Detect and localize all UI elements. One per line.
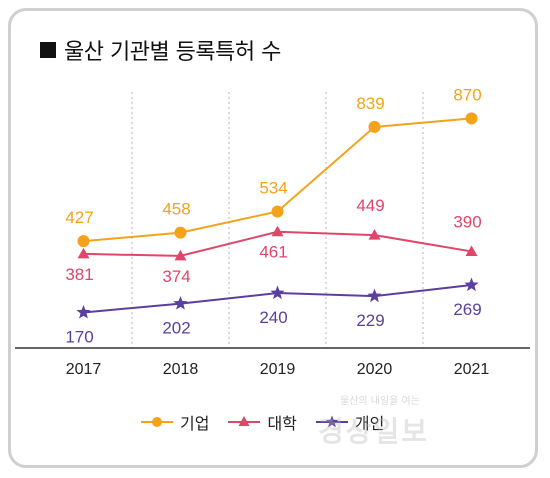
legend-item-기업: 기업 bbox=[140, 410, 209, 434]
legend-star-icon bbox=[315, 415, 348, 428]
data-point-대학 bbox=[174, 249, 187, 261]
chart-title-row: 울산 기관별 등록특허 수 bbox=[40, 36, 281, 65]
data-label-개인: 202 bbox=[162, 319, 190, 338]
data-label-기업: 839 bbox=[356, 94, 384, 113]
data-label-기업: 870 bbox=[453, 85, 481, 104]
chart-title: 울산 기관별 등록특허 수 bbox=[64, 40, 281, 65]
data-point-개인 bbox=[76, 305, 91, 319]
watermark-logo: 경상일보 bbox=[318, 415, 430, 448]
data-label-기업: 458 bbox=[162, 200, 190, 219]
data-point-대학 bbox=[465, 245, 478, 256]
legend-label: 대학 bbox=[267, 414, 297, 433]
data-point-기업 bbox=[368, 120, 381, 133]
legend-triangle-icon bbox=[228, 416, 261, 426]
chart-frame bbox=[8, 8, 538, 468]
data-point-기업 bbox=[174, 226, 187, 239]
data-point-개인 bbox=[464, 277, 479, 292]
data-point-기업 bbox=[465, 112, 478, 125]
legend-item-대학: 대학 bbox=[227, 410, 297, 434]
legend: 기업 대학 개인 bbox=[140, 410, 402, 434]
data-label-개인: 229 bbox=[356, 311, 384, 330]
x-tick-label-2017: 2017 bbox=[66, 361, 102, 378]
legend-circle-icon bbox=[141, 417, 173, 427]
data-label-개인: 240 bbox=[259, 308, 287, 327]
data-point-대학 bbox=[77, 247, 90, 259]
x-tick-label-2020: 2020 bbox=[357, 361, 393, 378]
data-label-개인: 170 bbox=[65, 327, 93, 346]
data-label-대학: 461 bbox=[259, 243, 287, 262]
data-label-기업: 534 bbox=[259, 179, 287, 198]
data-point-개인 bbox=[367, 288, 382, 303]
data-label-기업: 427 bbox=[65, 208, 93, 227]
data-point-개인 bbox=[173, 296, 188, 310]
title-square-icon bbox=[40, 42, 56, 58]
data-point-기업 bbox=[271, 205, 284, 218]
data-point-대학 bbox=[368, 229, 381, 240]
legend-label: 기업 bbox=[180, 414, 210, 433]
legend-item-개인: 개인 bbox=[315, 410, 384, 434]
data-label-대학: 390 bbox=[453, 212, 481, 231]
x-tick-label-2021: 2021 bbox=[454, 361, 490, 378]
data-point-기업 bbox=[77, 235, 90, 248]
data-point-개인 bbox=[270, 285, 285, 300]
data-label-대학: 374 bbox=[162, 267, 190, 286]
data-label-개인: 269 bbox=[453, 300, 481, 319]
x-tick-label-2018: 2018 bbox=[163, 361, 199, 378]
x-tick-label-2019: 2019 bbox=[260, 361, 296, 378]
data-label-대학: 381 bbox=[65, 265, 93, 284]
data-point-대학 bbox=[271, 225, 284, 237]
data-label-대학: 449 bbox=[356, 196, 384, 215]
watermark-tagline: 울산의 내일을 여는 bbox=[340, 396, 420, 407]
legend-label: 개인 bbox=[354, 414, 385, 433]
